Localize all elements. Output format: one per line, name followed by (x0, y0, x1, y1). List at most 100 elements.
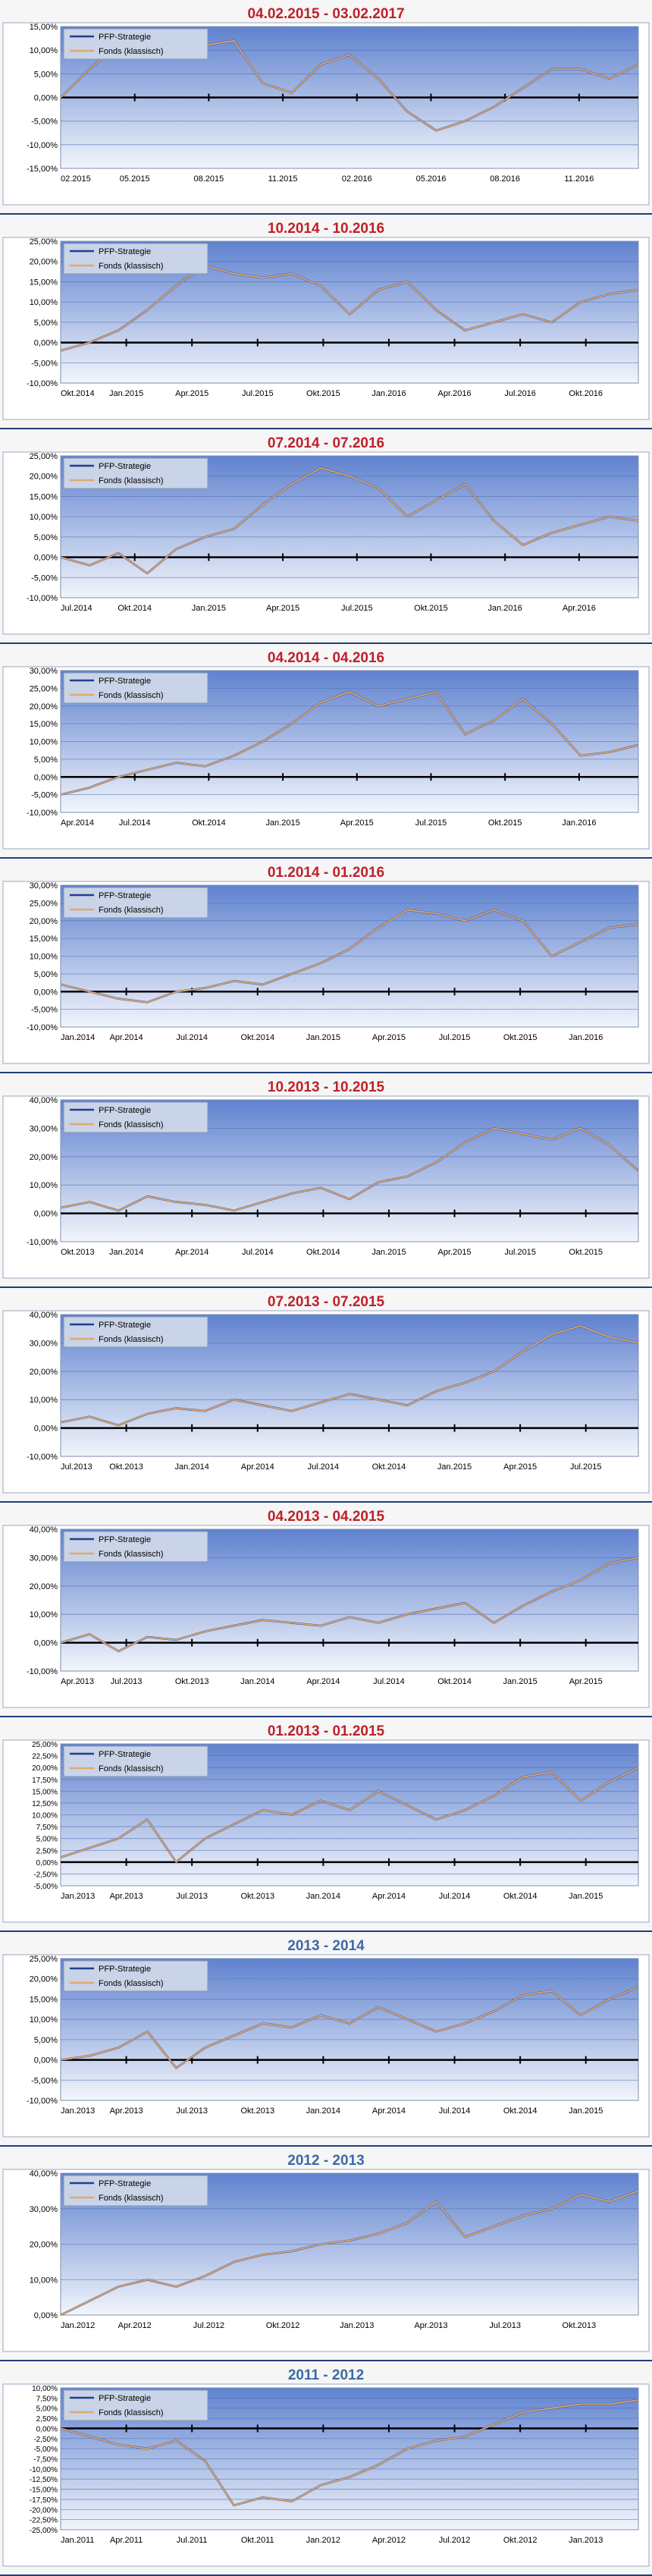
x-tick-label: Apr.2015 (438, 1248, 472, 1257)
line-chart: 40,00%30,00%20,00%10,00%0,00%-10,00%Okt.… (2, 1095, 650, 1279)
x-tick-label: Apr.2013 (61, 1677, 94, 1686)
y-tick-label: 17,50% (32, 1776, 58, 1785)
x-tick-label: Apr.2015 (266, 604, 299, 613)
y-tick-label: 10,00% (32, 1812, 58, 1820)
x-tick-label: Apr.2012 (372, 2536, 406, 2545)
y-tick-label: -10,00% (30, 2466, 58, 2474)
y-tick-label: -5,00% (31, 1006, 58, 1015)
line-chart: 25,00% 22,50% 20,00% 17,50% 15,00% 12,50% 10,0… (2, 1739, 650, 1923)
y-tick-label: -17,50% (30, 2496, 58, 2505)
x-tick-label: Okt.2013 (61, 1248, 95, 1257)
series-line (60, 691, 639, 796)
line-chart: 30,00% 25,00% 20,00% 15,00% 10,00% 5,00% 0,00%… (2, 666, 650, 850)
x-tick-label: Apr.2015 (569, 1677, 603, 1686)
x-tick-label: Jan.2013 (61, 1892, 95, 1901)
x-tick-label: 08.2015 (194, 174, 224, 184)
line-chart: 25,00% 20,00% 15,00% 10,00% 5,00% 0,00% -5,00%… (2, 237, 650, 420)
legend-label: Fonds (klassisch) (99, 1335, 164, 1344)
y-tick-label: -7,50% (33, 2456, 58, 2464)
y-tick-label: -10,00% (27, 1023, 58, 1032)
x-tick-label: Jul.2014 (119, 818, 151, 828)
legend-label: PFP-Strategie (99, 1535, 151, 1544)
x-tick-label: Jan.2014 (306, 1892, 340, 1901)
legend-label: Fonds (klassisch) (99, 262, 164, 271)
x-tick-label: Jan.2013 (61, 2106, 95, 2116)
x-tick-label: Jul.2014 (439, 1892, 471, 1901)
x-tick-label: Okt.2014 (503, 1892, 538, 1901)
x-tick-label: Apr.2015 (340, 818, 374, 828)
x-tick-label: Jul.2013 (489, 2321, 521, 2330)
y-tick-label: 10,00% (30, 738, 58, 747)
y-tick-label: 20,00% (30, 1368, 58, 1377)
x-tick-label: Jul.2014 (176, 1033, 208, 1042)
series-line (60, 1767, 639, 1863)
x-tick-label: Jan.2013 (569, 2536, 603, 2545)
y-tick-label: -10,00% (27, 1238, 58, 1247)
x-tick-label: Okt.2014 (437, 1677, 472, 1686)
x-tick-label: Jan.2012 (306, 2536, 340, 2545)
x-tick-label: Jul.2014 (61, 604, 92, 613)
x-tick-label: Apr.2015 (175, 389, 208, 398)
x-tick-label: Jan.2014 (61, 1033, 95, 1042)
chart-panel: 04.02.2015 - 03.02.2017 15,00% 10,00% 5,00%… (0, 0, 652, 215)
x-tick-label: Jan.2013 (340, 2321, 374, 2330)
x-tick-label: Okt.2013 (240, 2106, 274, 2116)
series-line (60, 2190, 639, 2316)
x-tick-label: Jan.2014 (240, 1677, 274, 1686)
y-tick-label: 40,00% (30, 1096, 58, 1105)
chart-panel: 10.2013 - 10.2015 40,00% 30,00% 20,00% 10,00… (0, 1073, 652, 1288)
x-tick-label: Apr.2013 (414, 2321, 447, 2330)
y-tick-label: -5,00% (31, 118, 58, 127)
legend-label: PFP-Strategie (99, 247, 151, 256)
x-tick-label: Jul.2013 (176, 2106, 208, 2116)
y-tick-label: 5,00% (34, 533, 58, 542)
x-tick-label: Jan.2015 (371, 1248, 406, 1257)
y-tick-label: -5,00% (31, 573, 58, 583)
y-tick-label: -2,50% (33, 2436, 58, 2444)
x-tick-label: Jul.2016 (504, 389, 536, 398)
y-tick-label: 25,00% (30, 899, 58, 908)
legend-label: Fonds (klassisch) (99, 1979, 164, 1988)
x-tick-label: Jul.2013 (61, 1462, 92, 1472)
x-tick-label: Jan.2016 (569, 1033, 603, 1042)
series-line (60, 1557, 639, 1652)
x-tick-label: Apr.2014 (61, 818, 94, 828)
y-tick-label: 40,00% (30, 2169, 58, 2179)
y-tick-label: -10,00% (27, 1667, 58, 1676)
y-tick-label: -2,50% (33, 1871, 58, 1879)
x-tick-label: Jan.2015 (306, 1033, 340, 1042)
chart-title: 01.2014 - 01.2016 (267, 865, 385, 881)
x-tick-label: Okt.2014 (61, 389, 95, 398)
x-tick-label: Jan.2014 (109, 1248, 143, 1257)
legend-label: PFP-Strategie (99, 1321, 151, 1330)
x-tick-label: Apr.2014 (175, 1248, 208, 1257)
x-tick-label: 11.2015 (268, 174, 298, 184)
x-tick-label: Jan.2015 (192, 604, 226, 613)
chart-title: 07.2014 - 07.2016 (267, 435, 385, 451)
x-tick-label: Okt.2014 (372, 1462, 406, 1472)
y-tick-label: 0,00% (36, 1859, 58, 1868)
x-tick-label: Jul.2015 (439, 1033, 471, 1042)
y-tick-label: -10,00% (27, 379, 58, 388)
y-tick-label: -10,00% (27, 1453, 58, 1462)
x-tick-label: Jan.2015 (265, 818, 299, 828)
x-tick-label: Okt.2012 (503, 2536, 538, 2545)
y-tick-label: 0,00% (34, 988, 58, 997)
x-tick-label: 02.2015 (61, 174, 91, 184)
y-tick-label: 15,00% (30, 278, 58, 287)
legend-box (63, 2175, 208, 2207)
legend-label: Fonds (klassisch) (99, 906, 164, 915)
y-tick-label: 20,00% (30, 1975, 58, 1984)
x-tick-label: Okt.2015 (503, 1033, 538, 1042)
line-chart: 40,00%30,00%20,00%10,00%0,00%-10,00%Apr.… (2, 1525, 650, 1708)
legend-label: Fonds (klassisch) (99, 476, 164, 485)
y-tick-label: 10,00% (30, 513, 58, 522)
legend-label: Fonds (klassisch) (99, 1550, 164, 1559)
x-tick-label: Okt.2015 (488, 818, 522, 828)
y-tick-label: 5,00% (36, 2405, 58, 2414)
y-tick-label: 10,00% (30, 46, 58, 55)
x-tick-label: Jul.2014 (373, 1677, 405, 1686)
chart-title: 04.02.2015 - 03.02.2017 (247, 6, 405, 22)
legend-box (63, 672, 208, 704)
x-tick-label: 08.2016 (490, 174, 520, 184)
